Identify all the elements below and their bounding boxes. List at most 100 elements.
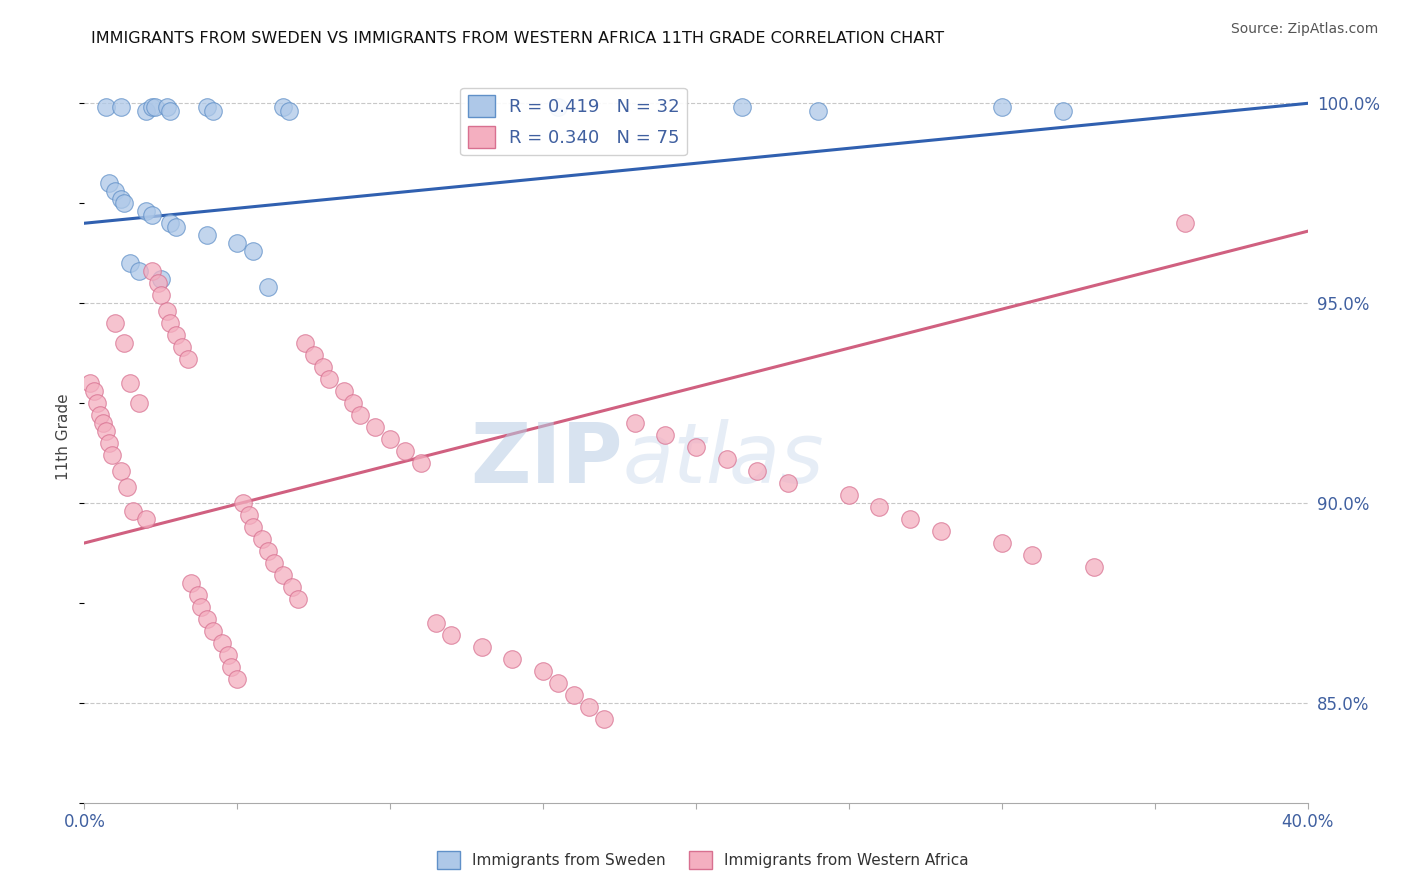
Point [440,628,463,642]
Point [1083,560,1105,574]
Point [294,336,316,351]
Point [1021,548,1043,562]
Point [190,599,212,614]
Text: IMMIGRANTS FROM SWEDEN VS IMMIGRANTS FROM WESTERN AFRICA 11TH GRADE CORRELATION : IMMIGRANTS FROM SWEDEN VS IMMIGRANTS FRO… [91,31,945,46]
Point [156,100,179,114]
Point [226,236,249,251]
Point [593,712,616,726]
Point [624,416,647,430]
Point [929,524,952,538]
Point [232,496,254,510]
Point [716,452,738,467]
Point [165,328,187,343]
Point [201,104,224,119]
Point [112,336,135,351]
Point [349,408,371,422]
Point [869,500,891,514]
Point [302,348,325,362]
Point [83,384,105,398]
Y-axis label: 11th Grade: 11th Grade [56,393,72,481]
Point [217,648,239,662]
Point [250,532,273,546]
Point [318,372,340,386]
Point [172,340,194,354]
Point [685,440,707,454]
Point [425,615,447,630]
Point [287,591,309,606]
Point [747,464,769,478]
Point [991,100,1014,114]
Point [110,100,132,114]
Point [186,588,208,602]
Point [776,476,799,491]
Point [257,544,280,558]
Point [278,104,301,119]
Point [149,272,172,286]
Point [159,104,181,119]
Point [242,244,264,259]
Point [94,424,117,438]
Point [135,204,157,219]
Point [333,384,356,398]
Point [143,100,166,114]
Point [165,220,187,235]
Point [156,304,179,318]
Point [257,280,280,294]
Point [91,416,114,430]
Point [159,216,181,230]
Point [97,436,120,450]
Point [1052,104,1074,119]
Point [101,448,124,462]
Point [135,104,157,119]
Point [364,420,387,434]
Point [128,264,150,278]
Point [1174,216,1197,230]
Point [394,444,416,458]
Point [242,520,264,534]
Point [141,264,163,278]
Point [211,636,233,650]
Point [195,100,218,114]
Point [110,192,132,206]
Point [201,624,224,638]
Point [502,652,524,666]
Point [380,432,402,446]
Point [578,699,600,714]
Point [731,100,754,114]
Point [312,360,335,375]
Point [104,316,127,330]
Point [79,376,101,391]
Point [898,512,921,526]
Point [654,428,676,442]
Point [838,488,860,502]
Point [180,576,202,591]
Point [149,288,172,302]
Text: ZIP: ZIP [470,418,623,500]
Legend: R = 0.419   N = 32, R = 0.340   N = 75: R = 0.419 N = 32, R = 0.340 N = 75 [460,87,688,155]
Point [263,556,285,570]
Text: Source: ZipAtlas.com: Source: ZipAtlas.com [1230,22,1378,37]
Point [122,504,145,518]
Point [238,508,260,522]
Point [991,536,1014,550]
Point [97,176,120,190]
Point [547,100,569,114]
Point [271,568,294,582]
Point [807,104,830,119]
Point [471,640,494,654]
Point [177,352,200,367]
Point [141,208,163,222]
Point [159,316,181,330]
Point [409,456,432,470]
Point [110,464,132,478]
Point [531,664,554,678]
Point [120,256,142,270]
Point [141,100,163,114]
Point [219,660,242,674]
Point [128,396,150,410]
Point [146,276,169,290]
Point [120,376,142,391]
Point [226,672,249,686]
Point [271,100,294,114]
Legend: Immigrants from Sweden, Immigrants from Western Africa: Immigrants from Sweden, Immigrants from … [432,845,974,875]
